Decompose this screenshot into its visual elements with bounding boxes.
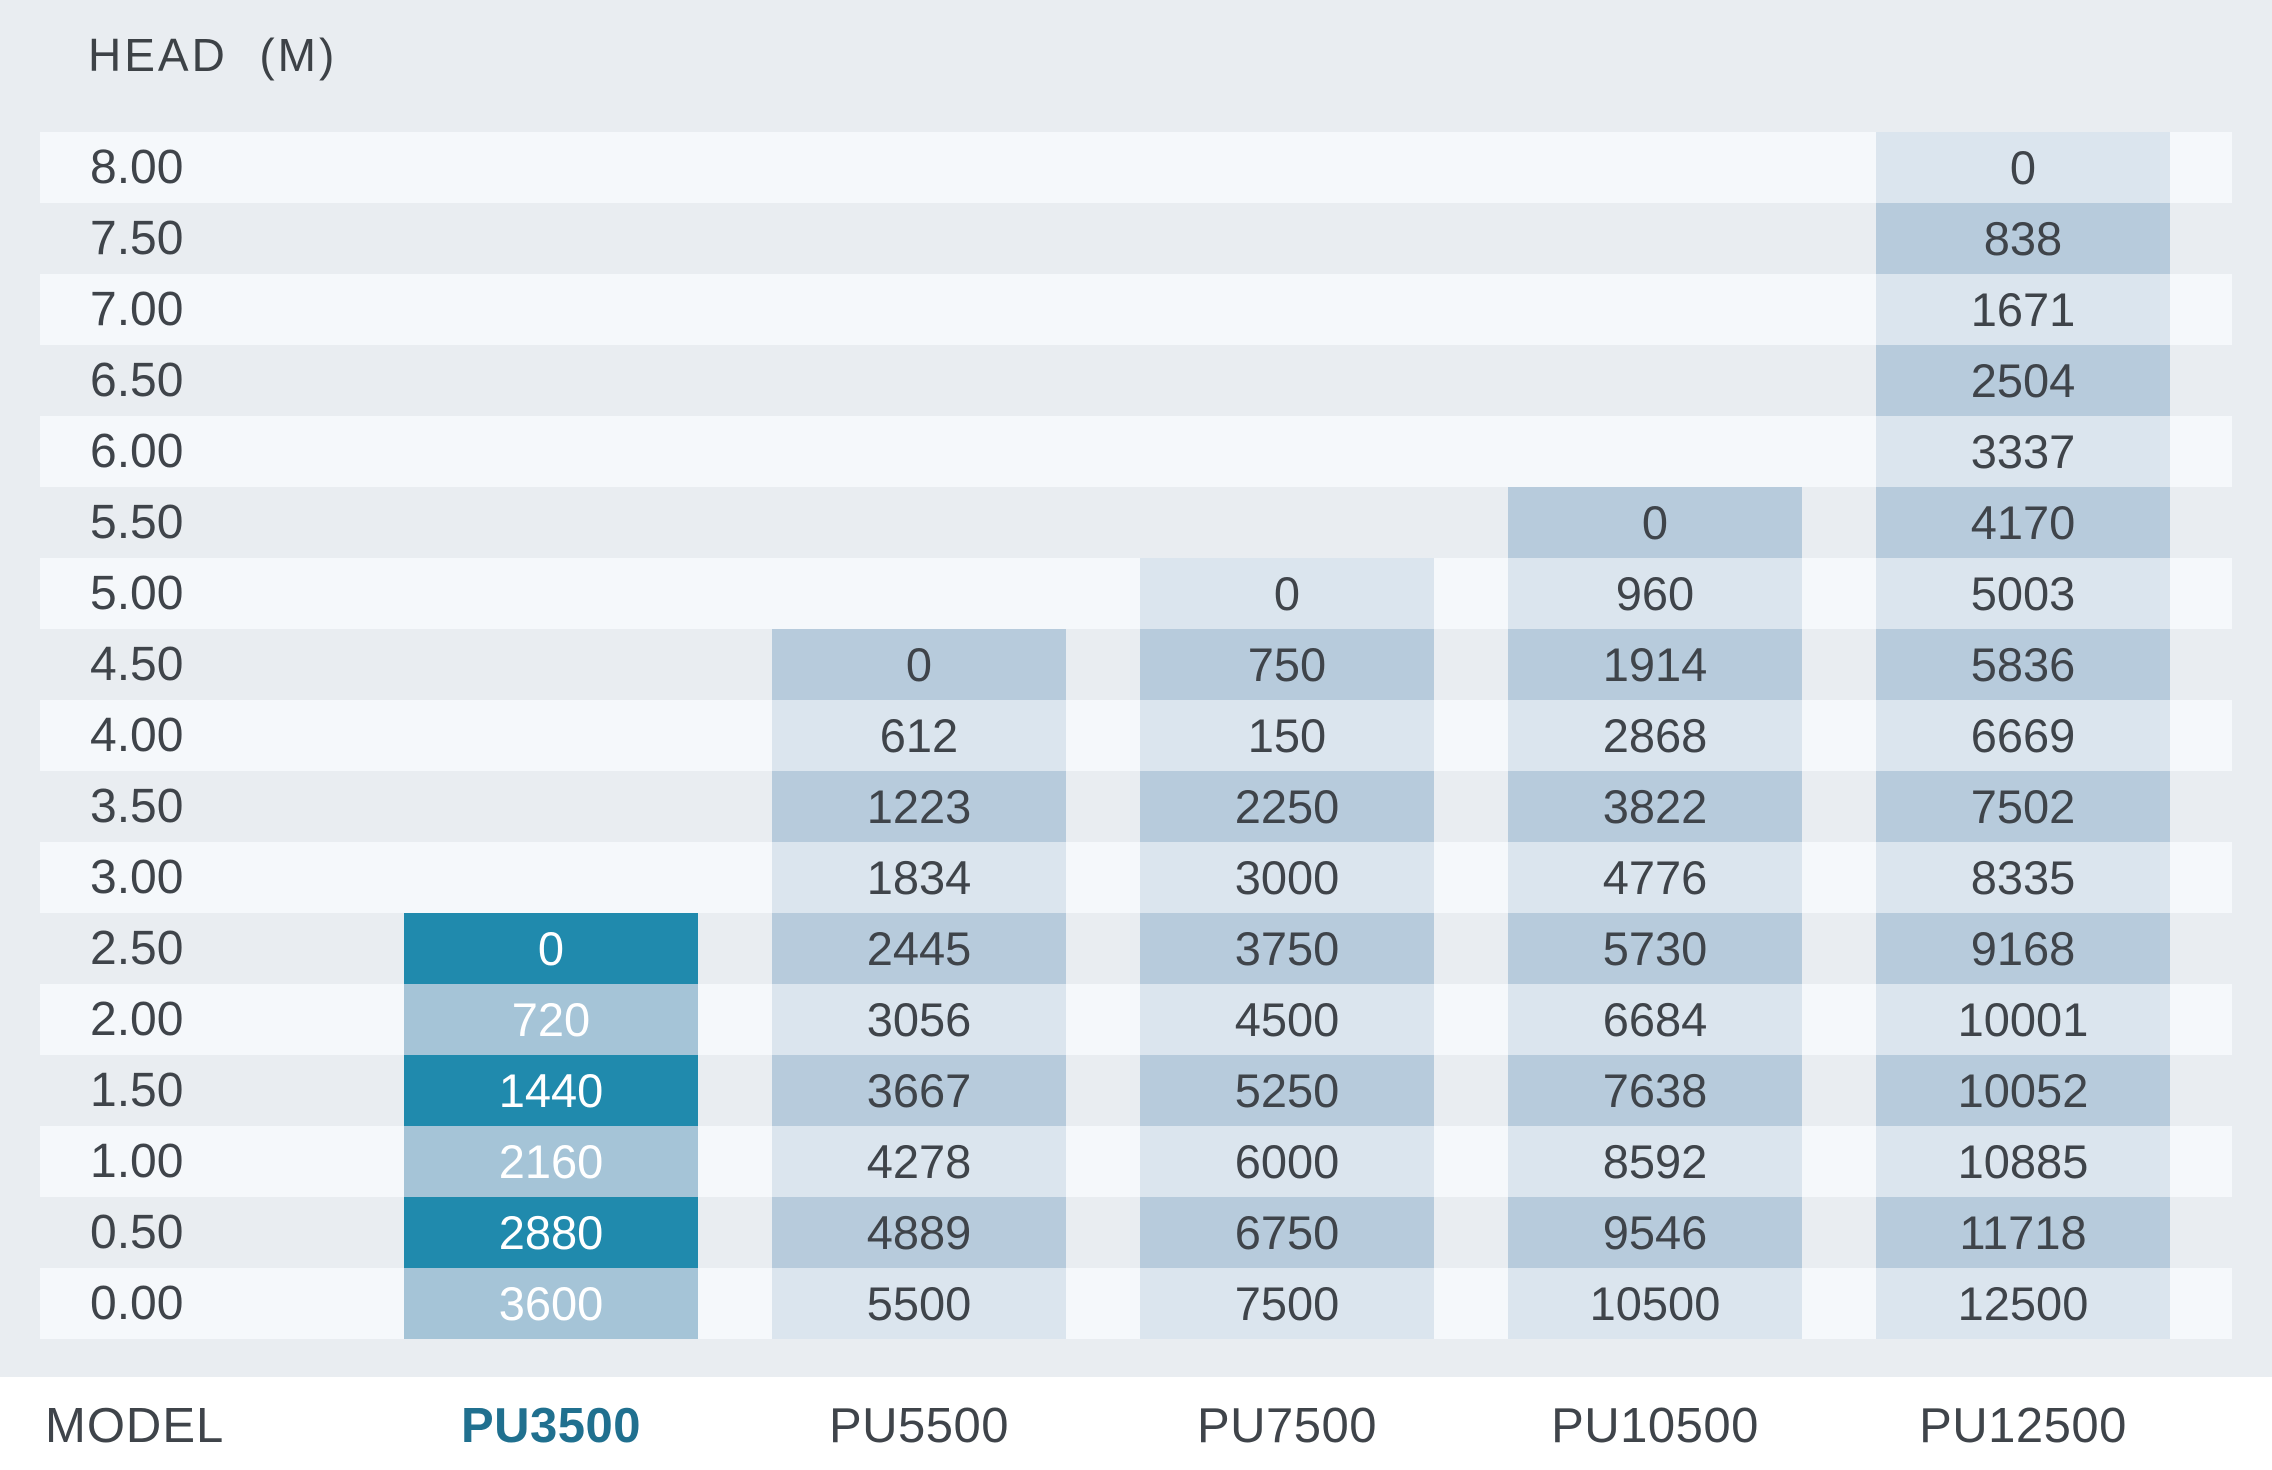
flow-value-cell: 720	[404, 984, 698, 1055]
flow-value-cell: 838	[1876, 203, 2170, 274]
model-footer-band	[0, 1377, 2272, 1470]
model-name-label: PU3500	[460, 1399, 642, 1453]
flow-value-cell: 4278	[772, 1126, 1066, 1197]
flow-value-cell: 3750	[1140, 913, 1434, 984]
flow-value-cell: 10001	[1876, 984, 2170, 1055]
head-value-label: 6.00	[90, 425, 184, 478]
flow-value-cell: 3000	[1140, 842, 1434, 913]
flow-value-cell: 4170	[1876, 487, 2170, 558]
model-name-label: PU7500	[1196, 1399, 1378, 1453]
flow-value-cell: 0	[1140, 558, 1434, 629]
row-stripe	[40, 558, 2232, 629]
flow-value-cell: 9168	[1876, 913, 2170, 984]
flow-value-cell: 0	[1508, 487, 1802, 558]
head-value-label: 0.50	[90, 1206, 184, 1259]
flow-value-cell: 960	[1508, 558, 1802, 629]
row-stripe	[40, 842, 2232, 913]
flow-value-cell: 3600	[404, 1268, 698, 1339]
head-value-label: 0.00	[90, 1277, 184, 1330]
head-value-label: 2.00	[90, 993, 184, 1046]
flow-value-cell: 1914	[1508, 629, 1802, 700]
flow-value-cell: 0	[1876, 132, 2170, 203]
flow-value-cell: 11718	[1876, 1197, 2170, 1268]
flow-value-cell: 10885	[1876, 1126, 2170, 1197]
flow-value-cell: 0	[772, 629, 1066, 700]
flow-value-cell: 6000	[1140, 1126, 1434, 1197]
flow-value-cell: 8592	[1508, 1126, 1802, 1197]
flow-value-cell: 2250	[1140, 771, 1434, 842]
model-row-header: MODEL	[45, 1399, 225, 1453]
head-value-label: 2.50	[90, 922, 184, 975]
head-value-label: 5.50	[90, 496, 184, 549]
flow-value-cell: 5500	[772, 1268, 1066, 1339]
row-stripe	[40, 274, 2232, 345]
flow-value-cell: 4500	[1140, 984, 1434, 1055]
flow-value-cell: 2504	[1876, 345, 2170, 416]
head-value-label: 1.50	[90, 1064, 184, 1117]
model-name-label: PU12500	[1919, 1399, 2127, 1453]
flow-value-cell: 3667	[772, 1055, 1066, 1126]
flow-value-cell: 1223	[772, 771, 1066, 842]
flow-value-cell: 7502	[1876, 771, 2170, 842]
flow-value-cell: 2868	[1508, 700, 1802, 771]
row-stripe	[40, 700, 2232, 771]
model-name-label: PU5500	[828, 1399, 1010, 1453]
flow-value-cell: 6750	[1140, 1197, 1434, 1268]
flow-value-cell: 3056	[772, 984, 1066, 1055]
flow-value-cell: 5836	[1876, 629, 2170, 700]
flow-value-cell: 8335	[1876, 842, 2170, 913]
flow-value-cell: 1834	[772, 842, 1066, 913]
flow-value-cell: 750	[1140, 629, 1434, 700]
flow-value-cell: 612	[772, 700, 1066, 771]
row-stripe	[40, 132, 2232, 203]
flow-value-cell: 4889	[772, 1197, 1066, 1268]
head-value-label: 3.00	[90, 851, 184, 904]
head-axis-title: HEAD (M)	[88, 29, 338, 81]
flow-value-cell: 10500	[1508, 1268, 1802, 1339]
flow-value-cell: 1671	[1876, 274, 2170, 345]
flow-value-cell: 5250	[1140, 1055, 1434, 1126]
head-value-label: 1.00	[90, 1135, 184, 1188]
head-value-label: 5.00	[90, 567, 184, 620]
head-value-label: 7.50	[90, 212, 184, 265]
head-value-label: 3.50	[90, 780, 184, 833]
model-name-label: PU10500	[1551, 1399, 1759, 1453]
flow-value-cell: 12500	[1876, 1268, 2170, 1339]
flow-value-cell: 0	[404, 913, 698, 984]
flow-value-cell: 2160	[404, 1126, 698, 1197]
flow-value-cell: 1440	[404, 1055, 698, 1126]
flow-value-cell: 2880	[404, 1197, 698, 1268]
head-value-label: 8.00	[90, 141, 184, 194]
flow-value-cell: 10052	[1876, 1055, 2170, 1126]
flow-value-cell: 3337	[1876, 416, 2170, 487]
flow-value-cell: 7638	[1508, 1055, 1802, 1126]
flow-value-cell: 4776	[1508, 842, 1802, 913]
flow-value-cell: 5730	[1508, 913, 1802, 984]
flow-value-cell: 2445	[772, 913, 1066, 984]
flow-value-cell: 150	[1140, 700, 1434, 771]
flow-value-cell: 3822	[1508, 771, 1802, 842]
row-stripe	[40, 416, 2232, 487]
head-value-label: 6.50	[90, 354, 184, 407]
flow-value-cell: 5003	[1876, 558, 2170, 629]
flow-value-cell: 6684	[1508, 984, 1802, 1055]
head-value-label: 4.00	[90, 709, 184, 762]
head-value-label: 4.50	[90, 638, 184, 691]
flow-value-cell: 9546	[1508, 1197, 1802, 1268]
flow-value-cell: 7500	[1140, 1268, 1434, 1339]
flow-value-cell: 6669	[1876, 700, 2170, 771]
head-value-label: 7.00	[90, 283, 184, 336]
